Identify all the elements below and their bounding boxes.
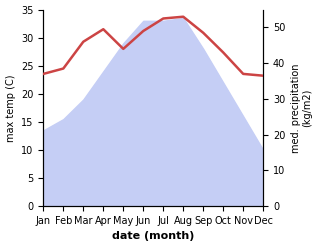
Y-axis label: max temp (C): max temp (C) (5, 74, 16, 142)
X-axis label: date (month): date (month) (112, 231, 194, 242)
Y-axis label: med. precipitation
(kg/m2): med. precipitation (kg/m2) (291, 63, 313, 153)
